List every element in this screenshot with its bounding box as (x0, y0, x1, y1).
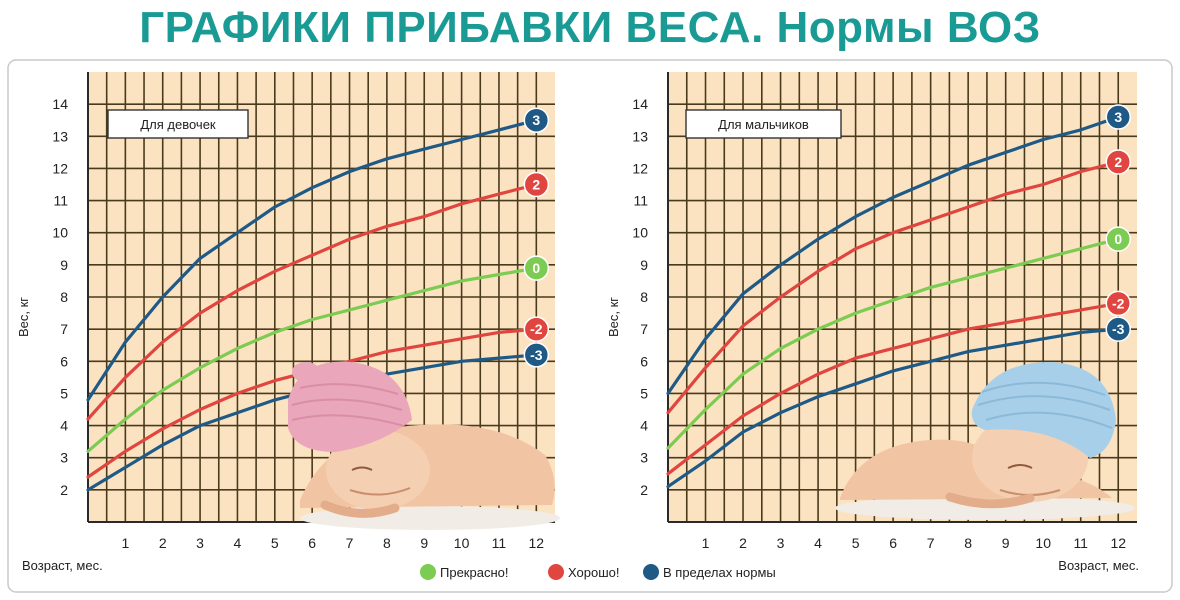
girls-x-tick-label: 7 (346, 535, 354, 551)
boys-y-tick-label: 5 (640, 385, 648, 401)
page-title: ГРАФИКИ ПРИБАВКИ ВЕСА. Нормы ВОЗ (139, 3, 1041, 52)
boys-series-line-2 (666, 160, 1120, 415)
boys-series-marker--3 (1105, 316, 1131, 342)
girls-y-tick-label: 7 (60, 321, 68, 337)
boys-y-tick-label: 10 (632, 225, 648, 241)
boys-series-line-3 (666, 115, 1120, 395)
girls-y-tick-label: 4 (60, 418, 68, 434)
boys-y-tick-label: 4 (640, 418, 648, 434)
boys-series-marker--2 (1105, 290, 1131, 317)
baby-boy-illustration (835, 362, 1135, 520)
boys-x-tick-label: 5 (852, 535, 860, 551)
boys-x-tick-label: 7 (927, 535, 935, 551)
girls-series-line-2 (86, 182, 538, 421)
legend-dot-red (548, 564, 564, 580)
girls-y-tick-label: 14 (52, 96, 68, 112)
boys-series-marker-label-2: 2 (1114, 154, 1122, 170)
girls-title-box (107, 109, 249, 139)
boys-series-marker-label--3: -3 (1112, 321, 1125, 337)
girls-x-tick-label: 1 (121, 535, 129, 551)
girls-series-line-0 (86, 266, 538, 453)
legend-label-good: Хорошо! (568, 565, 620, 580)
boys-y-tick-label: 7 (640, 321, 648, 337)
girls-y-tick-label: 8 (60, 289, 68, 305)
girls-series-marker--3 (523, 342, 550, 368)
girls-x-tick-label: 4 (234, 535, 242, 551)
girls-y-tick-label: 12 (52, 160, 68, 176)
boys-chart-title: Для мальчиков (718, 117, 809, 132)
boys-series-marker-3 (1105, 104, 1131, 130)
girls-y-tick-label: 3 (60, 450, 68, 466)
boys-y-tick-label: 6 (640, 353, 648, 369)
boys-series-marker-0 (1105, 226, 1131, 252)
girls-x-axis-label: Возраст, мес. (22, 558, 103, 573)
girls-y-tick-label: 11 (53, 193, 68, 209)
boys-series-marker-label--2: -2 (1112, 295, 1125, 311)
girls-x-tick-label: 6 (308, 535, 316, 551)
girls-series-marker-0 (523, 255, 550, 281)
legend-dot-blue (643, 564, 659, 580)
boys-x-tick-label: 8 (964, 535, 972, 551)
girls-y-tick-label: 10 (52, 225, 68, 241)
girls-x-tick-label: 8 (383, 535, 391, 551)
girls-y-tick-label: 9 (60, 257, 68, 273)
girls-y-tick-label: 13 (52, 128, 68, 144)
girls-series-marker-label-0: 0 (532, 260, 540, 276)
boys-title-box (685, 109, 842, 139)
boys-x-tick-label: 2 (739, 535, 747, 551)
girls-series-marker-label--2: -2 (530, 321, 543, 337)
boys-series-line--3 (666, 327, 1120, 489)
girls-x-tick-label: 12 (529, 535, 545, 551)
boys-y-tick-label: 8 (640, 289, 648, 305)
girls-y-tick-label: 5 (60, 385, 68, 401)
baby-girl-illustration (288, 361, 560, 530)
boys-series-marker-2 (1105, 149, 1131, 175)
boys-x-tick-label: 4 (814, 535, 822, 551)
girls-series-marker-3 (523, 107, 550, 133)
girls-x-tick-label: 3 (196, 535, 204, 551)
boys-series-line--2 (666, 301, 1120, 476)
girls-x-tick-label: 5 (271, 535, 279, 551)
girls-series-marker-label--3: -3 (530, 347, 543, 363)
boys-y-tick-label: 14 (632, 96, 648, 112)
boys-x-axis-label: Возраст, мес. (1058, 558, 1139, 573)
girls-series-line-3 (86, 118, 538, 402)
boys-x-tick-label: 9 (1002, 535, 1010, 551)
girls-x-tick-label: 11 (492, 535, 507, 551)
boys-x-tick-label: 6 (889, 535, 897, 551)
boys-y-tick-label: 9 (640, 257, 648, 273)
girls-series-marker--2 (523, 316, 550, 342)
boys-series-marker-label-3: 3 (1114, 109, 1122, 125)
boys-x-tick-label: 12 (1110, 535, 1126, 551)
boys-series-line-0 (666, 237, 1120, 450)
boys-y-tick-label: 13 (632, 128, 648, 144)
girls-y-tick-label: 2 (60, 482, 68, 498)
boys-y-axis-label: Вес, кг (606, 297, 621, 337)
boys-x-tick-label: 11 (1073, 535, 1088, 551)
girls-series-marker-label-2: 2 (532, 177, 540, 193)
boys-y-tick-label: 12 (632, 160, 648, 176)
girls-y-tick-label: 6 (60, 353, 68, 369)
girls-chart-title: Для девочек (140, 117, 216, 132)
boys-y-tick-label: 3 (640, 450, 648, 466)
boys-x-tick-label: 10 (1035, 535, 1051, 551)
boys-y-tick-label: 2 (640, 482, 648, 498)
girls-series-marker-2 (523, 171, 550, 198)
girls-series-marker-label-3: 3 (532, 112, 540, 128)
boys-x-tick-label: 3 (777, 535, 785, 551)
legend-dot-green (420, 564, 436, 580)
legend: Прекрасно! Хорошо! В пределах нормы (420, 564, 776, 580)
boys-x-tick-label: 1 (702, 535, 710, 551)
girls-x-tick-label: 9 (420, 535, 428, 551)
legend-label-normal: В пределах нормы (663, 565, 776, 580)
legend-label-excellent: Прекрасно! (440, 565, 508, 580)
girls-y-axis-label: Вес, кг (16, 297, 31, 337)
girls-x-tick-label: 2 (159, 535, 167, 551)
girls-x-tick-label: 10 (454, 535, 470, 551)
boys-series-marker-label-0: 0 (1114, 231, 1122, 247)
boys-y-tick-label: 11 (633, 193, 648, 209)
